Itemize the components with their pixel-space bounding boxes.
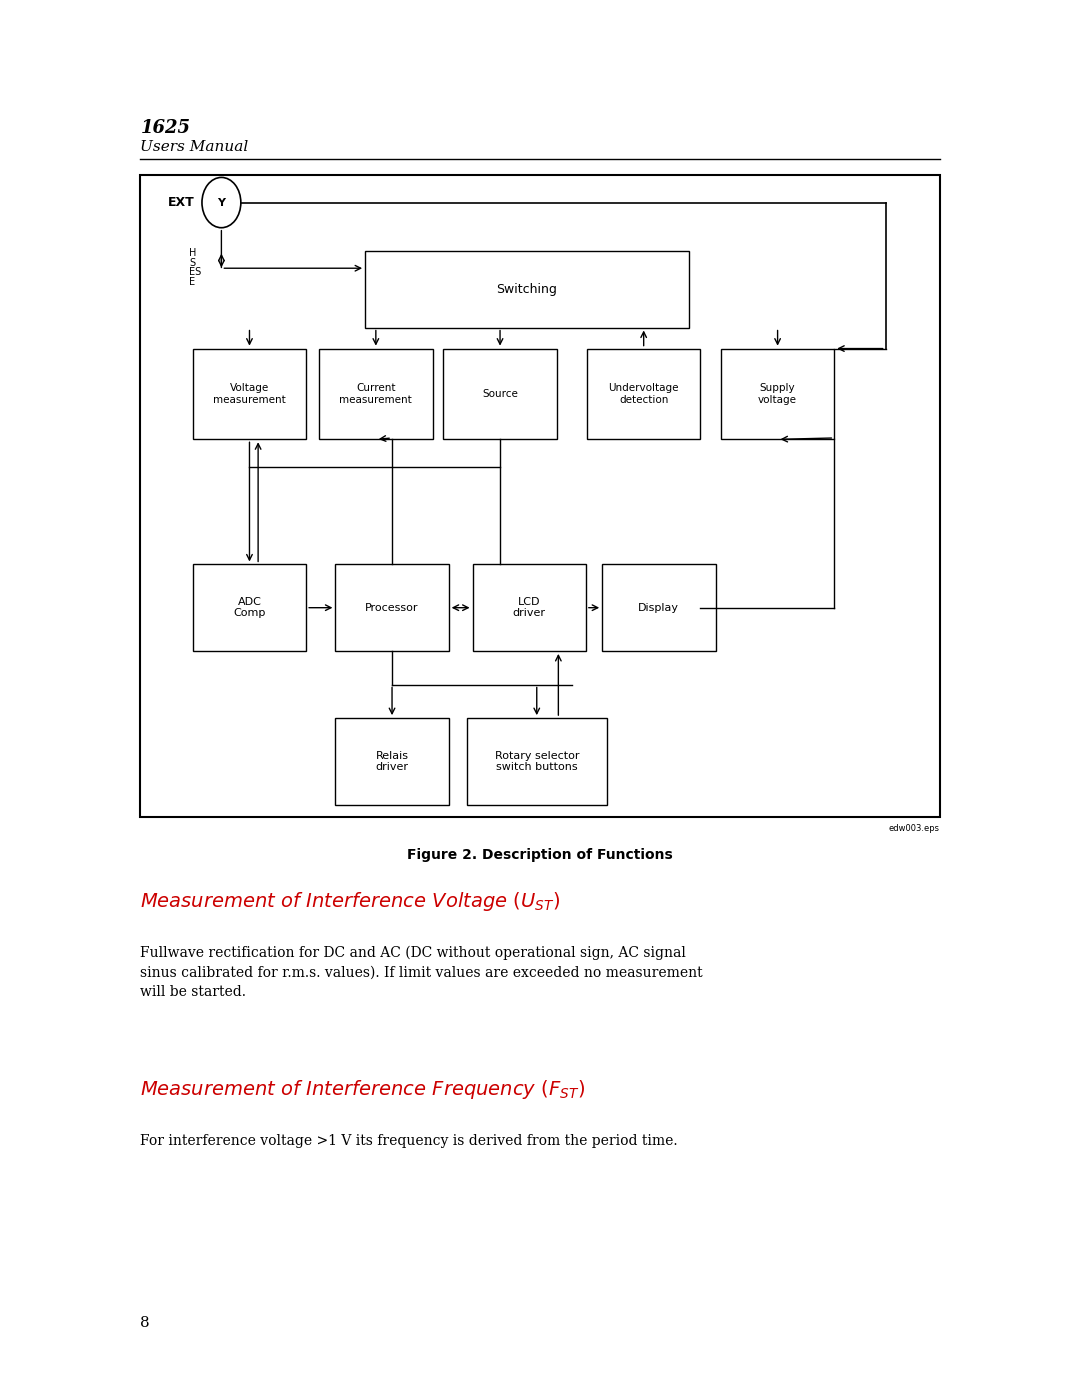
FancyBboxPatch shape bbox=[467, 718, 607, 805]
Text: Relais
driver: Relais driver bbox=[376, 750, 408, 773]
FancyBboxPatch shape bbox=[140, 175, 940, 817]
FancyBboxPatch shape bbox=[588, 349, 700, 439]
FancyBboxPatch shape bbox=[335, 718, 449, 805]
Text: E: E bbox=[189, 277, 195, 288]
Text: ADC
Comp: ADC Comp bbox=[233, 597, 266, 619]
Text: $\mathit{Measurement\ of\ Interference\ Frequency\ (F}_{ST}\mathit{)}$: $\mathit{Measurement\ of\ Interference\ … bbox=[140, 1078, 585, 1101]
Text: Fullwave rectification for DC and AC (DC without operational sign, AC signal
sin: Fullwave rectification for DC and AC (DC… bbox=[140, 946, 703, 999]
FancyBboxPatch shape bbox=[444, 349, 557, 439]
Text: 8: 8 bbox=[140, 1316, 150, 1330]
FancyBboxPatch shape bbox=[473, 564, 585, 651]
Text: Rotary selector
switch buttons: Rotary selector switch buttons bbox=[495, 750, 579, 773]
Text: Switching: Switching bbox=[497, 282, 557, 296]
Text: Y: Y bbox=[217, 197, 226, 208]
Text: Undervoltage
detection: Undervoltage detection bbox=[608, 383, 679, 405]
Text: Figure 2. Description of Functions: Figure 2. Description of Functions bbox=[407, 848, 673, 862]
FancyBboxPatch shape bbox=[603, 564, 715, 651]
FancyBboxPatch shape bbox=[320, 349, 432, 439]
Text: Voltage
measurement: Voltage measurement bbox=[213, 383, 286, 405]
Text: Supply
voltage: Supply voltage bbox=[758, 383, 797, 405]
FancyBboxPatch shape bbox=[193, 349, 307, 439]
Text: 1625: 1625 bbox=[140, 119, 190, 137]
Text: Source: Source bbox=[482, 388, 518, 400]
Text: For interference voltage >1 V its frequency is derived from the period time.: For interference voltage >1 V its freque… bbox=[140, 1134, 678, 1148]
Text: Users Manual: Users Manual bbox=[140, 140, 248, 154]
FancyBboxPatch shape bbox=[193, 564, 307, 651]
Text: S: S bbox=[189, 257, 195, 268]
Text: Processor: Processor bbox=[365, 602, 419, 613]
Text: $\mathit{Measurement\ of\ Interference\ Voltage\ (U}_{ST}\mathit{)}$: $\mathit{Measurement\ of\ Interference\ … bbox=[140, 890, 561, 912]
Text: ES: ES bbox=[189, 267, 201, 278]
Text: edw003.eps: edw003.eps bbox=[889, 824, 940, 833]
Text: LCD
driver: LCD driver bbox=[513, 597, 545, 619]
FancyBboxPatch shape bbox=[721, 349, 834, 439]
Text: Current
measurement: Current measurement bbox=[339, 383, 413, 405]
FancyBboxPatch shape bbox=[365, 250, 689, 327]
Text: EXT: EXT bbox=[167, 196, 194, 210]
FancyBboxPatch shape bbox=[335, 564, 449, 651]
Text: Display: Display bbox=[638, 602, 679, 613]
Text: H: H bbox=[189, 247, 197, 258]
